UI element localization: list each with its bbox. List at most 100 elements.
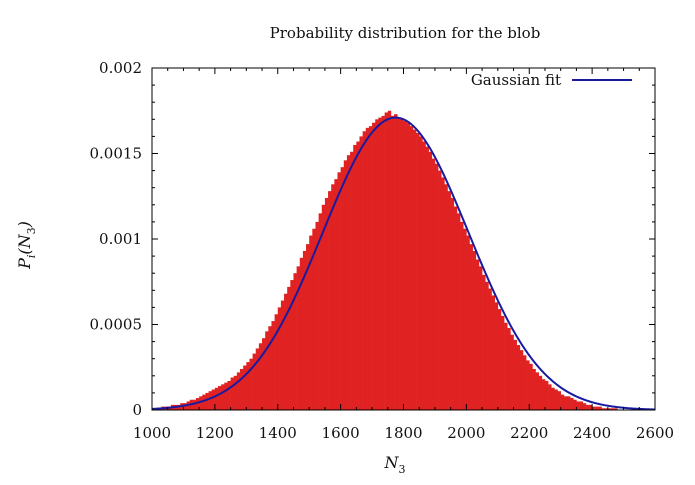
histogram-bar bbox=[302, 250, 307, 410]
histogram-bar bbox=[343, 160, 348, 410]
histogram-bar bbox=[419, 136, 423, 410]
histogram-bar bbox=[387, 110, 392, 410]
histogram-bar bbox=[353, 144, 357, 410]
histogram-bar bbox=[318, 213, 323, 410]
histogram-bar bbox=[243, 365, 247, 410]
histogram-bar bbox=[290, 280, 294, 410]
histogram-bar bbox=[340, 167, 345, 410]
histogram-bar bbox=[331, 184, 335, 410]
histogram-bar bbox=[513, 339, 517, 410]
histogram-bar bbox=[431, 158, 436, 410]
histogram-bar bbox=[460, 221, 464, 410]
histogram-bar bbox=[469, 244, 473, 410]
x-tick-label: 1800 bbox=[384, 424, 422, 442]
histogram-bar bbox=[271, 321, 275, 410]
histogram-bar bbox=[375, 119, 379, 411]
histogram-bar bbox=[450, 197, 455, 410]
histogram-bar bbox=[497, 309, 502, 410]
y-tick-label: 0.002 bbox=[99, 59, 142, 77]
histogram-bar bbox=[199, 396, 203, 410]
histogram-bar bbox=[400, 119, 404, 411]
histogram-bar bbox=[475, 259, 480, 410]
histogram-bar bbox=[274, 314, 279, 410]
histogram-bar bbox=[516, 345, 521, 410]
histogram-bar bbox=[482, 274, 486, 410]
histogram-bar bbox=[208, 391, 213, 410]
x-tick-label: 1600 bbox=[322, 424, 360, 442]
histogram-bar bbox=[491, 295, 495, 410]
histogram-bar bbox=[526, 360, 530, 410]
histogram-bar bbox=[579, 401, 583, 410]
histogram-bar bbox=[255, 348, 260, 410]
histogram-bar bbox=[478, 266, 483, 410]
y-tick-label: 0.001 bbox=[99, 230, 142, 248]
histogram-bar bbox=[428, 151, 433, 411]
histogram-bar bbox=[409, 126, 414, 410]
histogram-bar bbox=[384, 112, 389, 411]
histogram-bar bbox=[488, 288, 492, 410]
histogram-bar bbox=[258, 343, 263, 410]
histogram-bar bbox=[598, 406, 602, 410]
legend: Gaussian fit bbox=[471, 71, 632, 89]
histogram-bar bbox=[535, 372, 539, 410]
x-tick-label: 1000 bbox=[133, 424, 171, 442]
x-tick-label: 1400 bbox=[259, 424, 297, 442]
histogram-bar bbox=[494, 302, 499, 410]
histogram-bar bbox=[610, 408, 615, 410]
histogram-bar bbox=[205, 392, 209, 410]
tick-labels: 1000 1200 1400 1600 1800 2000 2200 2400 2600 0 0.0… bbox=[90, 59, 675, 442]
histogram-bar bbox=[472, 250, 477, 410]
histogram-bar bbox=[394, 114, 398, 411]
histogram-bar bbox=[544, 380, 549, 410]
histogram-bar bbox=[183, 403, 187, 410]
histogram-bar bbox=[221, 384, 225, 410]
histogram-bar bbox=[306, 244, 310, 410]
histogram-bar bbox=[447, 191, 451, 410]
histogram-bar bbox=[466, 235, 470, 410]
histogram-bar bbox=[224, 382, 228, 410]
histogram-bar bbox=[570, 398, 574, 410]
histogram-bar bbox=[211, 389, 216, 410]
histogram-bar bbox=[362, 131, 367, 410]
histogram-bar bbox=[196, 398, 200, 410]
histogram-bar bbox=[328, 191, 332, 410]
y-tick-label: 0 bbox=[132, 401, 142, 419]
histogram-bar bbox=[500, 315, 505, 410]
histogram-bar bbox=[240, 368, 244, 410]
histogram-bar bbox=[529, 363, 533, 410]
histogram-bar bbox=[592, 406, 596, 410]
histogram-bar bbox=[507, 327, 511, 410]
histogram-bar bbox=[368, 126, 373, 410]
histogram-bar bbox=[378, 117, 382, 410]
gaussian-fit-layer bbox=[151, 116, 656, 411]
histogram-bar bbox=[346, 155, 351, 410]
x-tick-label: 2200 bbox=[510, 424, 548, 442]
histogram-bar bbox=[422, 141, 426, 410]
histogram-bar bbox=[444, 184, 448, 410]
histogram-bar bbox=[324, 197, 329, 410]
legend-label: Gaussian fit bbox=[471, 71, 561, 89]
histogram-bar bbox=[573, 399, 577, 410]
histogram-bar bbox=[566, 396, 571, 410]
histogram-bar bbox=[560, 394, 565, 410]
histogram-bar bbox=[356, 141, 360, 410]
histogram-bar bbox=[381, 115, 385, 410]
histogram-bar bbox=[337, 172, 341, 410]
histogram-bar bbox=[614, 408, 618, 410]
histogram-bar bbox=[438, 170, 442, 410]
histogram-bar bbox=[192, 399, 197, 410]
histogram-bar bbox=[453, 206, 458, 410]
histogram-bar bbox=[532, 368, 536, 410]
histogram-bar bbox=[434, 163, 439, 410]
histogram-bar bbox=[425, 146, 429, 410]
histogram-bar bbox=[233, 375, 238, 410]
x-tick-label: 2600 bbox=[636, 424, 674, 442]
histogram-bar bbox=[576, 401, 580, 410]
histogram-bar bbox=[522, 355, 527, 410]
histogram-bar bbox=[214, 387, 219, 410]
histogram-bar bbox=[548, 384, 552, 410]
histogram-bar bbox=[350, 151, 354, 411]
histogram-bars bbox=[152, 110, 618, 411]
